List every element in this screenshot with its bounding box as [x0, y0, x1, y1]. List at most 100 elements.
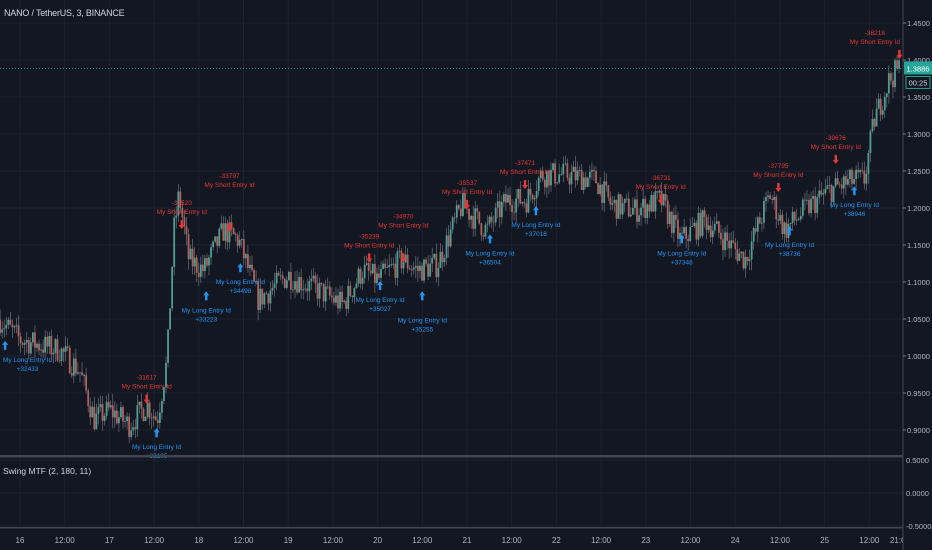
candle-body [122, 407, 124, 422]
long-entry-annotation: My Long Entry Id +32433 [3, 357, 53, 373]
price-tick-label: 0.9500 [907, 389, 930, 398]
candle-body [896, 60, 898, 69]
short-entry-value: -37471 [515, 160, 536, 167]
candle-body [326, 286, 329, 288]
candle-body [236, 235, 239, 246]
candle-body [208, 257, 210, 266]
long-entry-annotation: My Long Entry Id +35027 [356, 297, 406, 313]
candle-body [371, 263, 374, 274]
candle-body [283, 278, 286, 288]
long-entry-label: My Long Entry Id [182, 307, 232, 314]
long-entry-annotation: My Long Entry Id+32105 [132, 444, 182, 460]
candle-body [818, 190, 821, 198]
candle-body [769, 195, 771, 199]
long-entry-annotation: My Long Entry Id +34498 [216, 279, 266, 295]
candle-body [502, 193, 505, 202]
candle-body [492, 221, 495, 223]
candle-body [304, 288, 307, 290]
candle-body [548, 170, 550, 186]
long-entry-value: +34498 [229, 288, 251, 295]
long-entry-annotation: My Long Entry Id +33223 [182, 307, 232, 323]
time-tick-label: 23 [641, 536, 650, 545]
candle-body [253, 269, 255, 281]
candle-body [640, 207, 642, 216]
candle-body [883, 96, 886, 111]
short-entry-annotation: My Short Entry Id -35239 [344, 233, 395, 249]
long-entry-annotation: My Long Entry Id +37346 [657, 250, 707, 266]
candle-body [783, 222, 786, 234]
short-entry-value: -32520 [172, 200, 193, 207]
candle-body [29, 342, 32, 354]
time-tick-label: 17 [105, 536, 114, 545]
candle-body [638, 215, 640, 222]
indicator-tick-label: 0.5000 [906, 456, 929, 465]
long-entry-arrow-icon [377, 280, 384, 290]
candle-body [68, 347, 71, 374]
candle-body [691, 225, 694, 227]
long-entry-value: +38946 [843, 211, 865, 218]
candle-body [674, 214, 677, 220]
candle-body [148, 402, 151, 418]
price-tick-label: 1.1500 [907, 241, 930, 250]
candle-body [367, 263, 370, 271]
long-entry-arrow-icon [237, 263, 244, 273]
candle-body [496, 201, 499, 208]
price-tick-label: 1.1000 [907, 278, 930, 287]
candle-body [486, 223, 489, 225]
candle-body [177, 191, 180, 216]
candle-body [664, 194, 667, 201]
long-entry-annotation: My Long Entry Id +35255 [398, 317, 448, 333]
current-price-value: 1.3886 [907, 64, 930, 73]
candle-body [726, 232, 728, 241]
candle-body [683, 227, 685, 234]
short-entry-label: My Short Entry Id [753, 172, 804, 179]
candle-body [347, 285, 350, 309]
candle-body [828, 185, 831, 186]
candle-body [484, 224, 487, 237]
candle-body [25, 339, 28, 343]
candle-body [894, 60, 896, 88]
candle-body [449, 229, 452, 247]
candle-body [750, 241, 753, 260]
candle-body [355, 283, 358, 288]
candle-body [865, 173, 868, 184]
time-tick-label: 22 [552, 536, 561, 545]
candle-body [441, 251, 444, 263]
candle-body [705, 216, 708, 230]
candle-body [265, 293, 268, 295]
candle-body [574, 166, 577, 181]
candle-body [23, 342, 26, 345]
candle-body [840, 184, 843, 189]
candle-body [15, 325, 18, 327]
candle-body [464, 193, 466, 209]
candle-body [693, 222, 696, 226]
candle-body [758, 217, 761, 224]
candle-body [666, 200, 669, 224]
candle-body [715, 221, 718, 224]
candle-body [431, 257, 434, 264]
current-price-tag [904, 61, 932, 75]
candle-body [488, 216, 491, 224]
candle-body [820, 190, 823, 195]
indicator-title[interactable]: Swing MTF (2, 180, 11) [3, 466, 92, 476]
short-entry-arrow-icon [832, 154, 839, 164]
long-entry-label: My Long Entry Id [398, 317, 448, 324]
short-entry-annotation: My Short Entry Id -34970 [378, 213, 429, 229]
candle-body [146, 402, 149, 417]
candle-body [443, 258, 446, 263]
candle-body [476, 208, 479, 212]
long-entry-arrow-icon [419, 291, 426, 301]
time-tick-label: 12:00 [55, 536, 76, 545]
candle-body [48, 335, 51, 347]
candle-body [56, 339, 59, 361]
candle-body [406, 254, 409, 269]
candle-body [775, 197, 778, 220]
candle-body [625, 198, 628, 200]
candle-body [3, 328, 6, 330]
candle-body [308, 281, 311, 292]
candle-body [187, 234, 190, 260]
short-entry-annotation: My Short Entry Id -31617 [122, 375, 173, 391]
candle-body [795, 219, 798, 221]
candle-body [539, 170, 542, 178]
